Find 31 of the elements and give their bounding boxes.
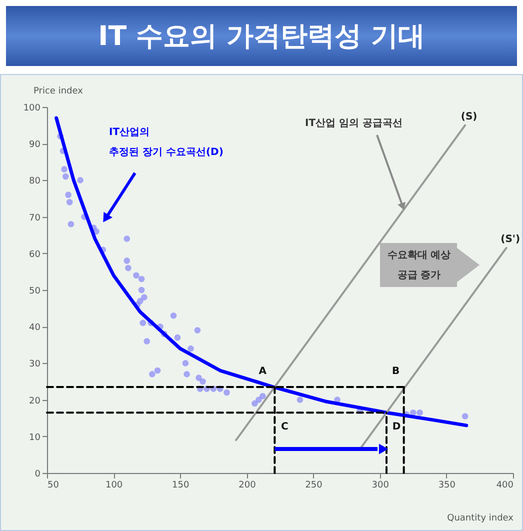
y-tick-label: 0	[34, 470, 41, 480]
y-tick-label: 50	[29, 286, 41, 296]
x-tick-label: 400	[496, 480, 514, 490]
annotation: C	[281, 422, 288, 433]
y-tick-label: 20	[29, 396, 41, 406]
x-tick-label: 100	[105, 480, 123, 490]
y-tick-label: 40	[29, 323, 41, 334]
y-tick-label: 30	[29, 360, 41, 370]
y-tick-label: 70	[29, 213, 41, 224]
y-tick-label: 90	[29, 140, 41, 150]
series-label: (S)	[460, 111, 478, 122]
annotation: IT산업 임의 공급곡선	[305, 118, 403, 129]
x-tick-label: 150	[172, 480, 190, 490]
x-tick-label: 350	[438, 480, 456, 490]
x-axis-title: Quantity index	[447, 514, 514, 524]
annotation: B	[392, 366, 400, 377]
series-label: (S')	[500, 234, 520, 245]
y-tick-label: 80	[29, 176, 41, 187]
y-tick-label: 60	[29, 250, 41, 260]
chart-title: IT 수요의 가격탄력성 기대	[6, 6, 517, 66]
y-axis-title: Price index	[34, 86, 84, 96]
annotation: D	[392, 422, 401, 433]
x-tick-label: 50	[48, 480, 60, 490]
y-tick-label: 100	[23, 104, 41, 114]
x-tick-label: 300	[372, 480, 390, 490]
annotation: A	[258, 366, 267, 377]
x-tick-label: 200	[238, 480, 256, 490]
text: IT산업의 추정된 장기 수요곡선(D)	[109, 127, 224, 158]
x-tick-label: 250	[305, 480, 323, 490]
annotation: 수요확대 예상 공급 증가	[387, 250, 451, 281]
y-tick-label: 10	[29, 432, 41, 443]
